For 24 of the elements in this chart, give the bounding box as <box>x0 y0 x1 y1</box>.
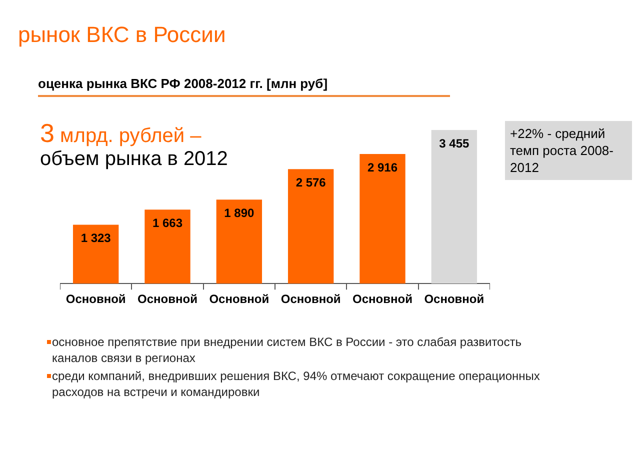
bar <box>72 224 119 284</box>
data-label: 1 890 <box>224 206 255 220</box>
bar <box>360 154 406 284</box>
bar <box>144 210 190 284</box>
text: +22% - средний темп роста 2008-2012 <box>505 121 632 180</box>
data-label: 1 323 <box>80 231 112 246</box>
x-tick-label: Основной <box>352 292 412 306</box>
data-label: 3 455 <box>439 136 470 150</box>
annotation: объем рынка в 2012 <box>40 148 228 171</box>
bar <box>216 200 262 284</box>
annotation: 3 млрд. рублей – <box>40 118 202 149</box>
text: среди компаний, внедривших решения ВКС, 94% отмечают сокращение операционных расходов на встречи и командировки <box>52 369 540 399</box>
x-tick-label: Основной <box>209 292 270 306</box>
data-label: 2 916 <box>367 160 398 174</box>
x-tick-label: Основной <box>280 292 341 306</box>
bar <box>431 130 478 284</box>
bar <box>288 169 334 284</box>
x-tick-label: Основной <box>138 292 198 306</box>
chart-title: рынок ВКС в России <box>18 22 226 48</box>
data-label: 2 576 <box>296 175 326 190</box>
chart-subtitle: оценка рынка ВКС РФ 2008-2012 гг. [млн руб] <box>38 76 450 97</box>
x-tick-label: Основной <box>66 292 126 306</box>
x-tick-label: Основной <box>424 292 484 306</box>
data-label: 1 663 <box>152 216 183 230</box>
